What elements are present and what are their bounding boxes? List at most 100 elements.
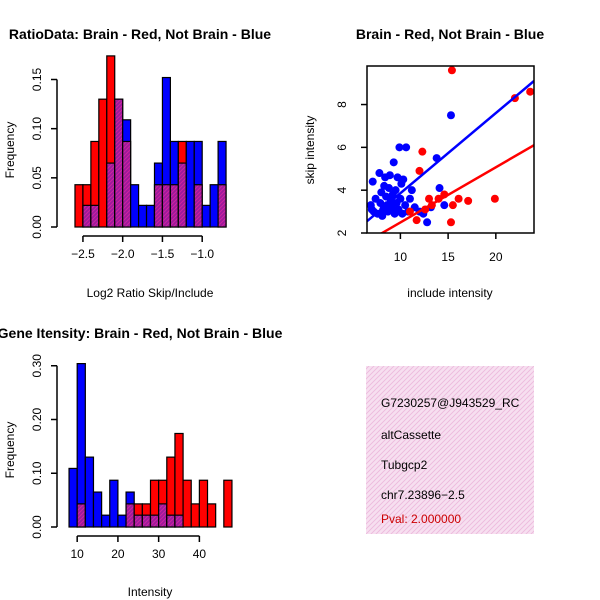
- x-tick-label: −2.0: [111, 247, 135, 261]
- y-tick-label: 0.10: [30, 117, 44, 141]
- not-brain-point: [399, 175, 408, 184]
- not-brain-point: [405, 194, 414, 203]
- histogram-overlap-bar: [161, 184, 171, 228]
- pval-text: Pval: 2.000000: [381, 512, 461, 526]
- x-tick-label: −1.5: [151, 247, 175, 261]
- histogram-bar: [198, 479, 209, 528]
- x-tick-label: 15: [441, 250, 455, 264]
- x-tick-label: 10: [71, 547, 85, 561]
- brain-point: [446, 218, 455, 227]
- not-brain-point: [402, 143, 411, 152]
- histogram-bar: [223, 479, 233, 528]
- intensity-scatter-panel: Brain - Red, Not Brain - Blue 10 15 20 2 4 6 8…: [303, 26, 544, 300]
- histogram-bar: [137, 204, 148, 228]
- intensity-hist-xlabel: Intensity: [128, 585, 173, 599]
- scatter-title: Brain - Red, Not Brain - Blue: [356, 26, 544, 42]
- histogram-bar: [74, 184, 84, 228]
- not-brain-point: [368, 177, 377, 186]
- histogram-bar: [190, 503, 200, 528]
- x-tick-label: 30: [152, 547, 166, 561]
- not-brain-point: [407, 186, 416, 195]
- gene-info-panel: G7230257@J943529_RC altCassette Tubgcp2 …: [366, 366, 534, 534]
- histogram-bar: [84, 456, 95, 528]
- histogram-overlap-bar: [153, 184, 164, 228]
- histogram-bar: [185, 140, 195, 228]
- histogram-bar: [145, 204, 156, 228]
- not-brain-point: [440, 201, 449, 210]
- histogram-bar: [98, 98, 108, 228]
- histogram-overlap-bar: [217, 184, 227, 228]
- histogram-bar: [174, 432, 184, 528]
- histogram-overlap-bar: [106, 162, 116, 228]
- brain-point: [490, 194, 499, 203]
- not-brain-point: [375, 169, 384, 178]
- x-tick-label: 20: [111, 547, 125, 561]
- histogram-bar: [76, 363, 86, 528]
- histogram-overlap-bar: [169, 184, 179, 228]
- histogram-bar: [92, 491, 103, 528]
- y-tick-label: 6: [335, 144, 349, 151]
- ratio-hist-title: RatioData: Brain - Red, Not Brain - Blue: [9, 26, 271, 42]
- y-tick-label: 0.20: [30, 407, 44, 431]
- histogram-bar: [182, 479, 192, 528]
- brain-point: [464, 196, 473, 205]
- histogram-overlap-bar: [166, 514, 176, 528]
- scatter-ylabel: skip intensity: [303, 116, 317, 185]
- y-tick-label: 0.00: [30, 215, 44, 239]
- brain-point: [425, 194, 434, 203]
- not-brain-point: [376, 199, 385, 208]
- histogram-overlap-bar: [174, 514, 184, 528]
- scatter-plot-box: [366, 65, 535, 234]
- event-type-text: altCassette: [381, 428, 441, 442]
- histogram-overlap-bar: [82, 204, 92, 228]
- histogram-overlap-bar: [177, 162, 187, 228]
- y-tick-label: 4: [335, 187, 349, 194]
- histogram-overlap-bar: [114, 98, 124, 228]
- not-brain-point: [446, 111, 455, 120]
- brain-point: [526, 87, 534, 96]
- not-brain-point: [395, 143, 404, 152]
- ratio-hist-ylabel: Frequency: [3, 122, 17, 179]
- histogram-overlap-bar: [76, 503, 86, 528]
- x-tick-label: 10: [394, 250, 408, 264]
- histogram-overlap-bar: [125, 503, 135, 528]
- brain-point: [448, 201, 457, 210]
- scatter-xlabel: include intensity: [407, 286, 492, 300]
- brain-point: [447, 66, 456, 75]
- not-brain-point: [435, 184, 444, 193]
- histogram-overlap-bar: [133, 514, 143, 528]
- histogram-overlap-bar: [158, 503, 168, 528]
- y-tick-label: 0.00: [30, 515, 44, 539]
- histogram-bar: [101, 514, 111, 528]
- not-brain-point: [401, 201, 410, 210]
- histogram-overlap-bar: [122, 140, 132, 228]
- histogram-overlap-bar: [149, 514, 160, 528]
- not-brain-point: [389, 158, 398, 167]
- histogram-bar: [209, 184, 219, 228]
- gene-info-background: [366, 366, 534, 534]
- ratio-hist-xlabel: Log2 Ratio Skip/Include: [87, 286, 214, 300]
- histogram-bar: [68, 467, 78, 528]
- not-brain-point: [391, 186, 400, 195]
- x-tick-label: 40: [193, 547, 207, 561]
- histogram-bar: [201, 204, 211, 228]
- brain-point: [405, 207, 414, 216]
- y-tick-label: 0.30: [30, 354, 44, 378]
- brain-point: [415, 166, 424, 175]
- not-brain-point: [384, 184, 393, 193]
- not-brain-point: [396, 194, 405, 203]
- not-brain-point: [378, 211, 387, 220]
- location-text: chr7.23896−2.5: [381, 488, 465, 502]
- not-brain-point: [385, 171, 394, 180]
- brain-fit-line: [379, 144, 534, 233]
- not-brain-point: [423, 218, 432, 227]
- gene-symbol-text: Tubgcp2: [381, 458, 428, 472]
- y-tick-label: 0.15: [30, 67, 44, 91]
- histogram-bar: [109, 479, 119, 528]
- histogram-overlap-bar: [193, 184, 203, 228]
- histogram-overlap-bar: [141, 514, 152, 528]
- brain-point: [418, 147, 427, 156]
- ratio-histogram-panel: RatioData: Brain - Red, Not Brain - Blue…: [3, 26, 271, 300]
- histogram-bar: [117, 514, 127, 528]
